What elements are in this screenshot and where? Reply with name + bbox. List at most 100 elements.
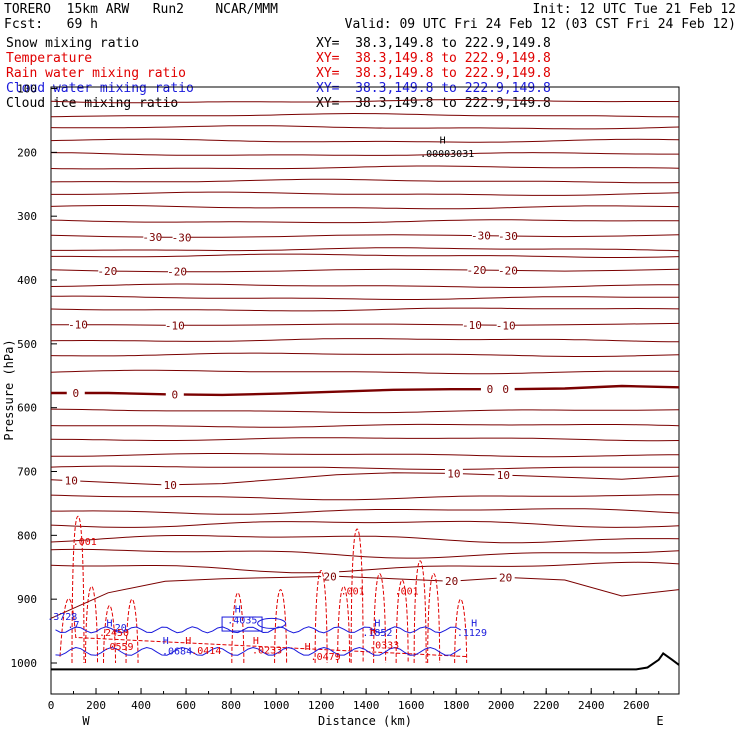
- y-tick-label: 700: [17, 466, 37, 479]
- isotherm-line: [51, 508, 680, 515]
- isotherm-label: -10: [496, 319, 516, 332]
- x-tick-label: 1400: [353, 699, 380, 712]
- forecast-hour: Fcst: 69 h: [4, 17, 98, 32]
- isotherm-label: 10: [65, 475, 78, 488]
- field-name-cloud-ice: Cloud ice mixing ratio: [6, 96, 179, 111]
- isotherm-line: [50, 494, 679, 501]
- isotherm-label: 10: [497, 469, 510, 482]
- isotherm-10-line: [50, 472, 680, 486]
- annotation-labels: .001 .001 .001 .0559 .0414 .0233 .0479 .0333 .24…: [47, 135, 487, 662]
- isotherm-label-bg: [444, 467, 463, 479]
- isotherm-label: 0: [72, 387, 79, 400]
- cloud-water-value-label: .1129: [457, 628, 487, 639]
- x-tick-label: 0: [48, 699, 55, 712]
- x-tick-label: 1800: [443, 699, 470, 712]
- east-label: E: [656, 714, 663, 728]
- rain-value-label: .0233: [252, 645, 282, 656]
- cloud-water-value-label: .4035: [227, 615, 257, 626]
- y-axis-label: Pressure (hPa): [2, 339, 16, 440]
- isotherm-line: [50, 138, 680, 143]
- isotherm-label: -20: [498, 264, 518, 277]
- isotherm-label-bg: [69, 318, 88, 330]
- snow-value-label: .00003031: [420, 149, 474, 160]
- maximum-marker: H: [235, 605, 241, 616]
- rain-contour: [274, 589, 288, 664]
- x-tick-label: 200: [86, 699, 106, 712]
- rain-contour: [395, 579, 409, 664]
- maximum-marker: H: [305, 642, 311, 653]
- axes-layer: 0 200 400 600 800 1000 1200 1400 1600 1800 2000 220…: [11, 83, 660, 712]
- isotherm-label: -20: [167, 266, 187, 279]
- rain-contour: [59, 598, 468, 658]
- isotherm-label-bg: [494, 469, 513, 481]
- isotherm-minus20-line: [50, 268, 680, 273]
- isotherm-minus10-line: [51, 322, 680, 326]
- cloud-water-value-label: .7: [67, 620, 79, 631]
- maximum-marker: H: [163, 636, 169, 647]
- maximum-marker: H: [374, 619, 380, 630]
- isotherm-line: [50, 205, 680, 210]
- maximum-marker: H: [471, 619, 477, 630]
- cloud-water-contours: [55, 616, 461, 656]
- y-tick-label: 900: [17, 593, 37, 606]
- isotherm-label-bg: [462, 318, 481, 330]
- isotherm-label: -30: [498, 230, 518, 243]
- rain-contour: [314, 569, 328, 664]
- isotherm-label-bg: [98, 265, 117, 277]
- isotherm-line: [50, 548, 680, 559]
- field-xy-temperature: XY= 38.3,149.8 to 222.9,149.8: [316, 51, 551, 66]
- x-tick-label: 1600: [398, 699, 425, 712]
- isotherm-label: 0: [171, 388, 178, 401]
- y-tick-label: 600: [17, 402, 37, 415]
- isotherm-label: 10: [164, 479, 177, 492]
- x-axis-label: Distance (km): [318, 714, 412, 728]
- rain-contour: [350, 528, 364, 664]
- isotherm-line: [50, 352, 680, 357]
- x-tick-label: 2000: [488, 699, 515, 712]
- field-xy-snow: XY= 38.3,149.8 to 222.9,149.8: [316, 36, 551, 51]
- isotherm-label-bg: [161, 478, 180, 490]
- isotherm-line: [50, 423, 680, 428]
- isotherm-label: -30: [172, 231, 192, 244]
- y-tick-label: 400: [17, 274, 37, 287]
- maximum-marker: H: [253, 636, 259, 647]
- isotherm-line: [50, 437, 680, 442]
- isotherm-line: [50, 307, 680, 312]
- isotherm-label-bg: [321, 570, 340, 582]
- field-name-cloud-water: Cloud water mixing ratio: [6, 81, 194, 96]
- cloud-water-value-label: 20: [115, 623, 127, 634]
- isotherm-20-line: [50, 575, 680, 619]
- maximum-marker: H: [185, 636, 191, 647]
- isotherm-label-bg: [498, 229, 517, 241]
- isotherm-label-bg: [467, 264, 486, 276]
- x-tick-label: 400: [131, 699, 151, 712]
- rain-value-label: .0333: [369, 640, 399, 651]
- isotherm-line: [50, 408, 680, 414]
- isotherm-label-bg: [168, 265, 187, 277]
- isotherm-line: [51, 247, 680, 252]
- init-time: Init: 12 UTC Tue 21 Feb 12: [532, 2, 737, 17]
- rain-contour: [71, 515, 85, 664]
- isotherm-label-bg: [496, 319, 515, 331]
- rain-contour: [85, 585, 99, 664]
- y-tick-label: 100: [17, 83, 37, 96]
- rain-contour: [373, 573, 387, 664]
- isotherm-label-bg: [498, 264, 517, 276]
- isotherm-line: [50, 99, 679, 104]
- terrain-layer: [51, 652, 680, 671]
- x-tick-label: 1200: [308, 699, 335, 712]
- y-tick-label: 200: [17, 146, 37, 159]
- rain-value-label: .2450: [99, 628, 129, 639]
- cloud-water-contour: [55, 626, 461, 634]
- model-title: TORERO 15km ARW Run2 NCAR/MMM: [4, 2, 278, 17]
- isotherm-label: 20: [323, 570, 336, 583]
- isotherm-line: [50, 283, 679, 288]
- isotherm-label-bg: [496, 571, 515, 583]
- rain-value-label: .0559: [103, 642, 133, 653]
- x-tick-label: 2200: [533, 699, 560, 712]
- rain-contour: [413, 560, 427, 664]
- field-name-temperature: Temperature: [6, 51, 93, 66]
- y-tick-label: 300: [17, 210, 37, 223]
- rain-contour: [337, 585, 351, 664]
